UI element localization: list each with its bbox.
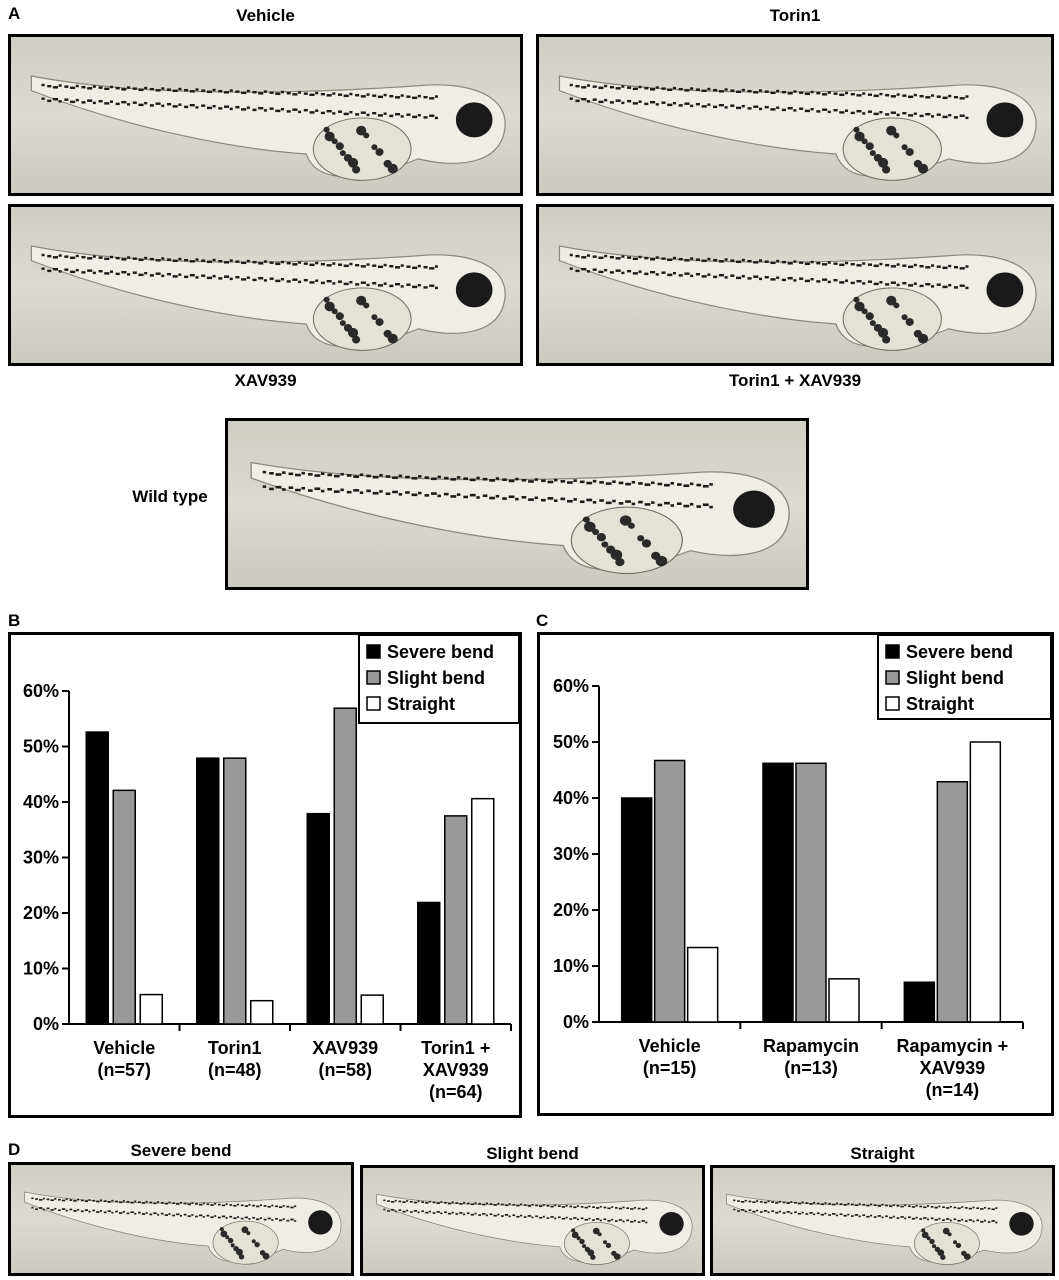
legend-swatch [366,696,381,711]
bar-straight [828,978,860,1023]
bar-severe-bend [620,797,653,1023]
photo-torin1 [536,34,1054,196]
bar-severe-bend [762,762,794,1023]
bar-slight-bend [936,781,969,1023]
legend-swatch [885,696,900,711]
bar-severe-bend [196,757,220,1025]
y-tick-label: 60% [23,681,59,701]
chart-c-frame: 0% 10% 20% 30% 40% 50% 60% Vehicle (n=15) Rapamyc… [537,632,1054,1116]
larva-illustration [726,1193,1043,1265]
y-tick-label: 30% [553,844,589,864]
bar-slight-bend [112,789,136,1025]
panel-letter-b: B [8,611,21,630]
bar-straight [360,994,384,1025]
photo-slight-bend [360,1165,705,1276]
panel-letter-c: C [536,611,549,630]
legend-swatch [366,644,381,659]
y-tick-label: 20% [553,900,589,920]
legend-label: Severe bend [387,642,494,662]
larva-illustration [250,461,790,575]
bar-straight [250,999,274,1025]
photo-vehicle [8,34,523,196]
bar-severe-bend [306,812,330,1025]
bar-severe-bend [417,901,441,1025]
legend-label: Severe bend [906,642,1013,662]
x-tick-label: Rapamycin + [897,1036,1009,1056]
legend-swatch [366,670,381,685]
y-tick-label: 0% [563,1012,589,1032]
larva-illustration [558,245,1037,351]
photo-wild-type [225,418,809,590]
legend-label: Straight [387,694,455,714]
legend-label: Slight bend [387,668,485,688]
y-tick-label: 10% [23,959,59,979]
bar-straight [969,741,1002,1023]
y-tick-label: 50% [23,737,59,757]
x-tick-label: XAV939 [423,1060,489,1080]
panel-letter-a: A [8,4,21,23]
bar-slight-bend [795,762,827,1023]
x-tick-label: Rapamycin [763,1036,859,1056]
legend-box [358,634,520,724]
photo-severe-bend [8,1162,354,1276]
x-tick-label: (n=64) [429,1082,483,1102]
y-tick-label: 20% [23,903,59,923]
x-tick-label: Torin1 + [421,1038,490,1058]
x-tick-label: Torin1 [208,1038,262,1058]
legend-label: Slight bend [906,668,1004,688]
legend-box [877,634,1052,720]
photo-xav939 [8,204,523,366]
caption-severe-bend: Severe bend [130,1141,232,1160]
legend-label: Straight [906,694,974,714]
larva-illustration [558,75,1037,181]
bar-severe-bend [903,981,936,1023]
bar-slight-bend [653,759,686,1023]
bar-slight-bend [333,707,357,1025]
y-tick-label: 0% [33,1014,59,1034]
y-tick-label: 10% [553,956,589,976]
x-tick-label: (n=13) [784,1058,838,1078]
bar-straight [686,946,719,1023]
caption-vehicle: Vehicle [236,6,295,25]
bar-slight-bend [444,815,468,1025]
y-tick-label: 60% [553,676,589,696]
chart-c: 0% 10% 20% 30% 40% 50% 60% Vehicle(n=15) Rapamyc… [553,634,1052,1100]
bar-straight [471,797,495,1025]
x-tick-label: XAV939 [312,1038,378,1058]
caption-slight-bend: Slight bend [486,1144,579,1163]
chart-b-frame: 0% 10% 20% 30% 40% 50% 60% Vehicle (n=57) Torin1(… [8,632,522,1118]
x-tick-label: Vehicle [639,1036,701,1056]
larva-illustration [24,1191,342,1265]
legend-swatch [885,670,900,685]
x-tick-label: Vehicle [93,1038,155,1058]
y-tick-label: 50% [553,732,589,752]
x-tick-label: (n=48) [208,1060,262,1080]
bar-slight-bend [223,757,247,1025]
bar-straight [139,993,163,1025]
x-tick-label: XAV939 [919,1058,985,1078]
caption-xav939: XAV939 [234,371,297,390]
larva-illustration [30,75,506,181]
chart-b: 0%10%20%30%40%50%60%Vehicle(n=57)Torin1(… [23,634,520,1102]
caption-straight: Straight [850,1144,915,1163]
photo-torin1-xav939 [536,204,1054,366]
y-tick-label: 40% [553,788,589,808]
panel-letter-d: D [8,1140,21,1159]
caption-wild-type: Wild type [132,487,208,506]
y-tick-label: 30% [23,848,59,868]
x-tick-label: (n=14) [926,1080,980,1100]
x-tick-label: (n=58) [318,1060,372,1080]
larva-illustration [376,1193,693,1265]
caption-torin1-xav939: Torin1 + XAV939 [728,371,862,390]
x-tick-label: (n=15) [643,1058,697,1078]
photo-straight [710,1165,1055,1276]
caption-torin1: Torin1 [769,6,821,25]
x-tick-label: (n=57) [97,1060,151,1080]
legend-swatch [885,644,900,659]
y-tick-label: 40% [23,792,59,812]
larva-illustration [30,245,506,351]
bar-severe-bend [85,731,109,1025]
